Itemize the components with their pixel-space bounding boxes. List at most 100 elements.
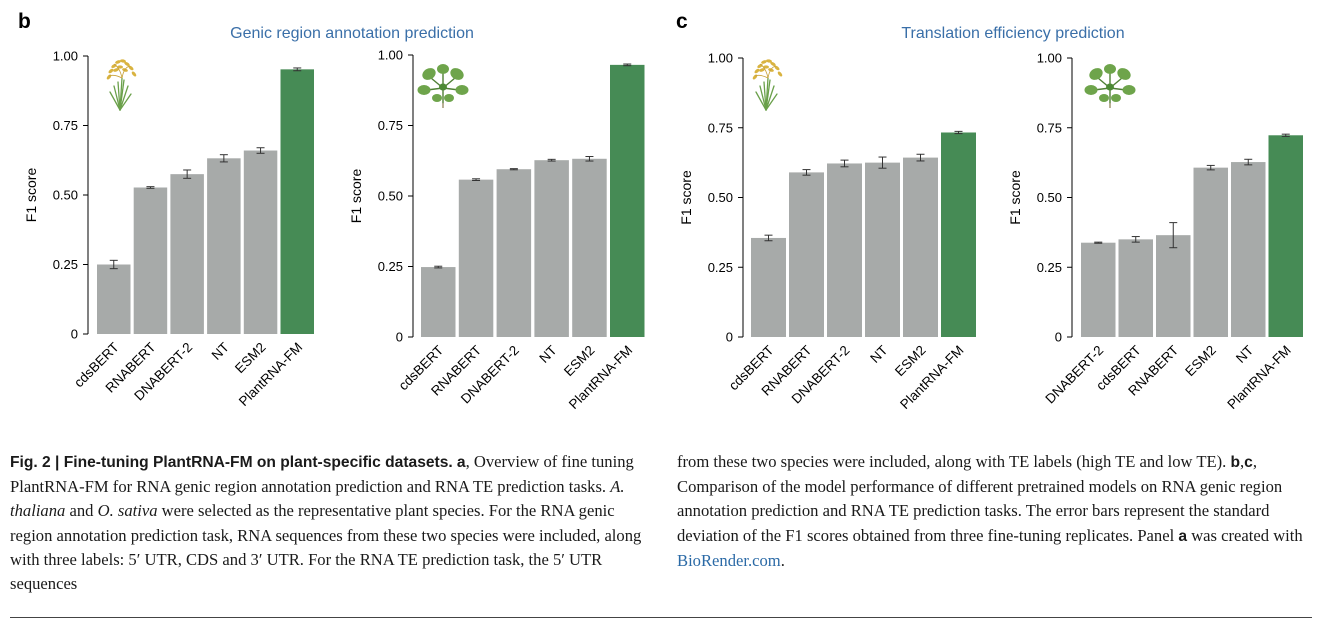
panel-letter-b: b xyxy=(18,10,31,33)
error-bar xyxy=(219,154,228,163)
bar-cdsbert xyxy=(751,237,786,337)
bar-nt xyxy=(865,162,900,337)
error-bar xyxy=(293,67,302,72)
bar-rnabert xyxy=(1156,235,1191,337)
error-bar xyxy=(547,158,556,162)
bar-cdsbert xyxy=(421,267,456,337)
y-tick-label: 1.00 xyxy=(708,51,733,66)
category-label: NT xyxy=(1233,343,1256,366)
error-bar xyxy=(954,130,963,135)
figure: b Genic region annotation prediction c T… xyxy=(18,10,1303,412)
bar-nt xyxy=(534,160,569,337)
caption-left: Fig. 2 | Fine-tuning PlantRNA-FM on plan… xyxy=(10,450,655,596)
category-label: NT xyxy=(209,340,232,363)
bar-cdsbert xyxy=(1118,239,1153,337)
error-bar xyxy=(916,153,925,162)
category-label: DNABERT-2 xyxy=(1042,343,1106,407)
bar-dnabert-2 xyxy=(170,174,204,334)
category-label: NT xyxy=(867,343,890,366)
error-bar xyxy=(1169,222,1178,249)
bar-nt xyxy=(1231,162,1266,337)
caption-and: and xyxy=(65,501,98,521)
y-tick-label: 0.50 xyxy=(1037,190,1062,205)
caption-text-5: was created with xyxy=(1187,525,1303,545)
caption-a-label: a xyxy=(456,454,466,471)
error-bar xyxy=(509,168,518,171)
panel-title-b: Genic region annotation prediction xyxy=(230,25,474,42)
y-tick-label: 0.75 xyxy=(53,118,78,133)
error-bar xyxy=(1206,164,1215,171)
biorender-link[interactable]: BioRender.com xyxy=(677,550,781,570)
category-label: ESM2 xyxy=(892,343,929,380)
y-tick-label: 0.50 xyxy=(53,188,78,203)
y-tick-label: 0.25 xyxy=(378,259,403,274)
y-tick-label: 0.50 xyxy=(378,189,403,204)
bar-dnabert-2 xyxy=(496,169,532,337)
error-bar xyxy=(183,169,192,179)
caption-species-2: O. sativa xyxy=(97,501,158,521)
error-bar xyxy=(764,234,773,242)
bar-esm2 xyxy=(243,150,278,334)
error-bar xyxy=(623,63,632,67)
rice-plant-icon xyxy=(751,58,784,111)
category-label: ESM2 xyxy=(1182,343,1219,380)
error-bar xyxy=(146,186,155,189)
bar-nt xyxy=(207,158,241,334)
error-bar xyxy=(472,178,481,181)
caption-b-label: b xyxy=(1230,454,1240,471)
caption-period: . xyxy=(780,550,785,570)
caption-text-2: were selected as the representative plan… xyxy=(10,501,642,594)
error-bar xyxy=(878,156,887,169)
y-axis-label: F1 score xyxy=(678,170,694,225)
caption-text-4: , Comparison of the model performance of… xyxy=(677,452,1283,545)
y-tick-label: 0.75 xyxy=(1037,120,1062,135)
y-tick-label: 0 xyxy=(1055,330,1062,345)
caption-a-label-2: a xyxy=(1178,527,1188,545)
bar-plantrna-fm xyxy=(280,69,314,335)
arabidopsis-rosette-icon xyxy=(416,63,470,109)
category-label: ESM2 xyxy=(561,343,598,380)
caption-comma: , xyxy=(1239,452,1245,471)
y-tick-label: 0.75 xyxy=(378,118,403,133)
bar-plantrna-fm xyxy=(941,132,976,337)
panel-letter-c: c xyxy=(676,10,688,33)
bar-esm2 xyxy=(903,157,938,337)
y-axis-label: F1 score xyxy=(23,168,39,223)
y-tick-label: 0 xyxy=(71,327,78,342)
y-axis-label: F1 score xyxy=(348,169,364,224)
bar-plantrna-fm xyxy=(1268,135,1303,337)
bar-dnabert-2 xyxy=(1081,242,1116,337)
y-tick-label: 0.25 xyxy=(1037,260,1062,275)
caption-c-label: c xyxy=(1244,454,1253,471)
error-bar xyxy=(585,156,594,162)
bar-rnabert xyxy=(458,179,494,337)
y-tick-label: 0.25 xyxy=(53,257,78,272)
error-bar xyxy=(1131,236,1140,243)
y-tick-label: 0 xyxy=(396,330,403,345)
bar-rnabert xyxy=(133,187,168,334)
caption-fig-label: Fig. 2 | Fine-tuning PlantRNA-FM on plan… xyxy=(10,454,453,471)
y-tick-label: 0 xyxy=(726,330,733,345)
bar-rnabert xyxy=(789,172,824,337)
error-bar xyxy=(1244,158,1253,166)
y-tick-label: 1.00 xyxy=(53,49,78,64)
y-tick-label: 1.00 xyxy=(1037,51,1062,66)
y-axis-label: F1 score xyxy=(1007,170,1023,225)
error-bar xyxy=(1094,241,1103,244)
caption-text-3: from these two species were included, al… xyxy=(677,452,1231,471)
error-bar xyxy=(840,159,849,168)
category-label: NT xyxy=(536,343,559,366)
y-tick-label: 0.50 xyxy=(708,190,733,205)
rice-plant-icon xyxy=(105,58,138,111)
error-bar xyxy=(802,169,811,176)
arabidopsis-rosette-icon xyxy=(1083,63,1137,109)
panel-title-c: Translation efficiency prediction xyxy=(901,25,1124,42)
bar-cdsbert xyxy=(97,264,131,334)
caption-text-1: , Overview of fine tuning PlantRNA-FM fo… xyxy=(10,452,634,497)
bar-esm2 xyxy=(1193,167,1228,337)
y-tick-label: 0.75 xyxy=(708,120,733,135)
